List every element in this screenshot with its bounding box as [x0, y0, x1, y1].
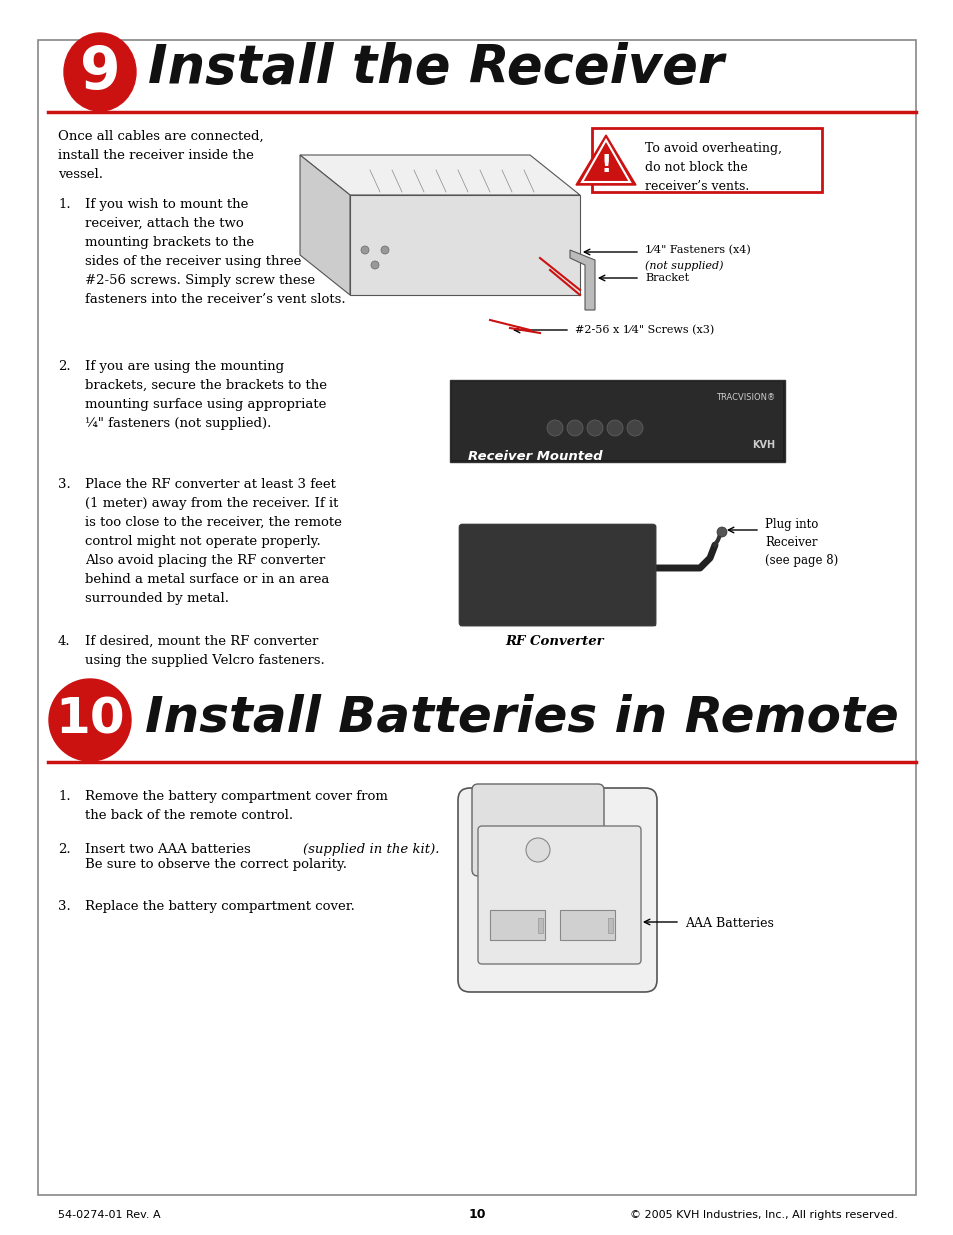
Circle shape	[360, 246, 369, 254]
Bar	[607, 918, 613, 932]
Text: 4.: 4.	[58, 635, 71, 648]
Circle shape	[717, 527, 726, 537]
Circle shape	[606, 420, 622, 436]
Circle shape	[380, 246, 389, 254]
Text: Be sure to observe the correct polarity.: Be sure to observe the correct polarity.	[85, 858, 347, 871]
Text: Insert two AAA batteries: Insert two AAA batteries	[85, 844, 254, 856]
Text: Remove the battery compartment cover from
the back of the remote control.: Remove the battery compartment cover fro…	[85, 790, 388, 823]
Ellipse shape	[49, 679, 131, 761]
FancyBboxPatch shape	[458, 524, 656, 626]
Text: 3.: 3.	[58, 478, 71, 492]
Circle shape	[586, 420, 602, 436]
FancyBboxPatch shape	[472, 784, 603, 876]
Text: If you wish to mount the
receiver, attach the two
mounting brackets to the
sides: If you wish to mount the receiver, attac…	[85, 198, 345, 306]
FancyBboxPatch shape	[477, 826, 640, 965]
Text: Receiver Mounted: Receiver Mounted	[468, 450, 602, 463]
Text: 10: 10	[55, 697, 125, 743]
Polygon shape	[576, 135, 636, 185]
Text: Plug into
Receiver
(see page 8): Plug into Receiver (see page 8)	[764, 517, 838, 567]
Text: © 2005 KVH Industries, Inc., All rights reserved.: © 2005 KVH Industries, Inc., All rights …	[630, 1210, 897, 1220]
Text: 1⁄4" Fasteners (x4): 1⁄4" Fasteners (x4)	[644, 245, 750, 256]
Text: !: !	[599, 153, 611, 177]
Polygon shape	[569, 249, 595, 310]
Text: 1.: 1.	[58, 790, 71, 803]
FancyBboxPatch shape	[457, 788, 657, 992]
Text: 10: 10	[468, 1209, 485, 1221]
Text: AAA Batteries: AAA Batteries	[684, 918, 773, 930]
Text: Bracket: Bracket	[644, 273, 688, 283]
Text: 2.: 2.	[58, 844, 71, 856]
Polygon shape	[350, 195, 579, 295]
Text: 9: 9	[80, 43, 120, 100]
Text: Install Batteries in Remote: Install Batteries in Remote	[145, 693, 898, 741]
Text: KVH: KVH	[751, 440, 774, 450]
Circle shape	[546, 420, 562, 436]
Circle shape	[371, 261, 378, 269]
Bar	[537, 918, 542, 932]
Text: Install the Receiver: Install the Receiver	[148, 42, 723, 94]
Text: 1.: 1.	[58, 198, 71, 211]
Polygon shape	[299, 156, 350, 295]
Text: (supplied in the kit).: (supplied in the kit).	[303, 844, 439, 856]
Polygon shape	[299, 156, 579, 195]
Bar	[459, 525, 655, 625]
Text: To avoid overheating,
do not block the
receiver’s vents.: To avoid overheating, do not block the r…	[644, 142, 781, 193]
Text: Place the RF converter at least 3 feet
(1 meter) away from the receiver. If it
i: Place the RF converter at least 3 feet (…	[85, 478, 341, 605]
Text: #2-56 x 1⁄4" Screws (x3): #2-56 x 1⁄4" Screws (x3)	[575, 325, 714, 336]
Bar	[490, 910, 544, 940]
Bar	[452, 382, 782, 459]
Text: 54-0274-01 Rev. A: 54-0274-01 Rev. A	[58, 1210, 160, 1220]
Text: If you are using the mounting
brackets, secure the brackets to the
mounting surf: If you are using the mounting brackets, …	[85, 359, 327, 430]
Ellipse shape	[64, 33, 136, 111]
Text: TRACVISION®: TRACVISION®	[715, 393, 774, 401]
Text: Replace the battery compartment cover.: Replace the battery compartment cover.	[85, 900, 355, 913]
Text: (not supplied): (not supplied)	[644, 261, 722, 270]
Bar	[559, 910, 615, 940]
FancyBboxPatch shape	[592, 128, 821, 191]
Text: Once all cables are connected,
install the receiver inside the
vessel.: Once all cables are connected, install t…	[58, 130, 263, 182]
Text: 2.: 2.	[58, 359, 71, 373]
Text: RF Converter: RF Converter	[505, 635, 603, 648]
Text: If desired, mount the RF converter
using the supplied Velcro fasteners.: If desired, mount the RF converter using…	[85, 635, 324, 667]
Circle shape	[525, 839, 550, 862]
Circle shape	[626, 420, 642, 436]
Bar	[450, 380, 784, 462]
Text: 3.: 3.	[58, 900, 71, 913]
Circle shape	[566, 420, 582, 436]
